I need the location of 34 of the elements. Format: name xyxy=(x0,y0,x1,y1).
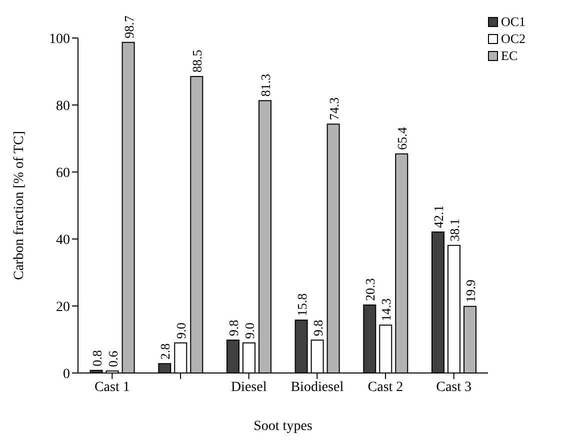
y-tick-label: 20 xyxy=(56,300,70,315)
y-tick-label: 80 xyxy=(56,98,70,114)
legend-label: OC2 xyxy=(501,30,526,46)
text: 65.4 xyxy=(394,127,410,150)
x-tick-label: Cast 1 xyxy=(94,380,130,395)
text: 0.8 xyxy=(89,350,104,366)
x-tick-label: Cast 2 xyxy=(368,380,404,395)
text: 42.1 xyxy=(430,205,446,228)
text: 74.3 xyxy=(326,97,342,120)
text: 9.0 xyxy=(174,322,189,339)
text: 20.3 xyxy=(362,278,378,301)
text: 19.9 xyxy=(462,280,478,302)
text: 0.6 xyxy=(105,350,120,367)
legend-label: EC xyxy=(501,48,518,64)
text: 98.7 xyxy=(121,16,136,38)
y-tick-label: 0 xyxy=(63,366,70,382)
x-tick-label: Biodiesel xyxy=(290,380,344,395)
text: 15.8 xyxy=(294,293,310,316)
y-tick-label: 40 xyxy=(56,232,70,248)
x-tick-label: Diesel xyxy=(230,380,267,395)
x-axis-title: Soot types xyxy=(254,419,312,434)
y-tick-label: 60 xyxy=(56,166,70,181)
text: 38.1 xyxy=(446,218,462,242)
legend-label: OC1 xyxy=(501,14,526,30)
y-axis-title: Carbon fraction [% of TC] xyxy=(12,130,27,280)
text: 88.5 xyxy=(190,50,205,73)
text: 9.8 xyxy=(226,320,241,336)
text: 9.8 xyxy=(310,320,326,336)
text: 14.3 xyxy=(378,298,394,322)
x-tick-label: Cast 3 xyxy=(436,380,472,395)
text: 9.0 xyxy=(242,322,257,339)
y-tick-label: 100 xyxy=(49,32,70,47)
text: 2.8 xyxy=(158,343,173,360)
text: 81.3 xyxy=(258,74,273,97)
